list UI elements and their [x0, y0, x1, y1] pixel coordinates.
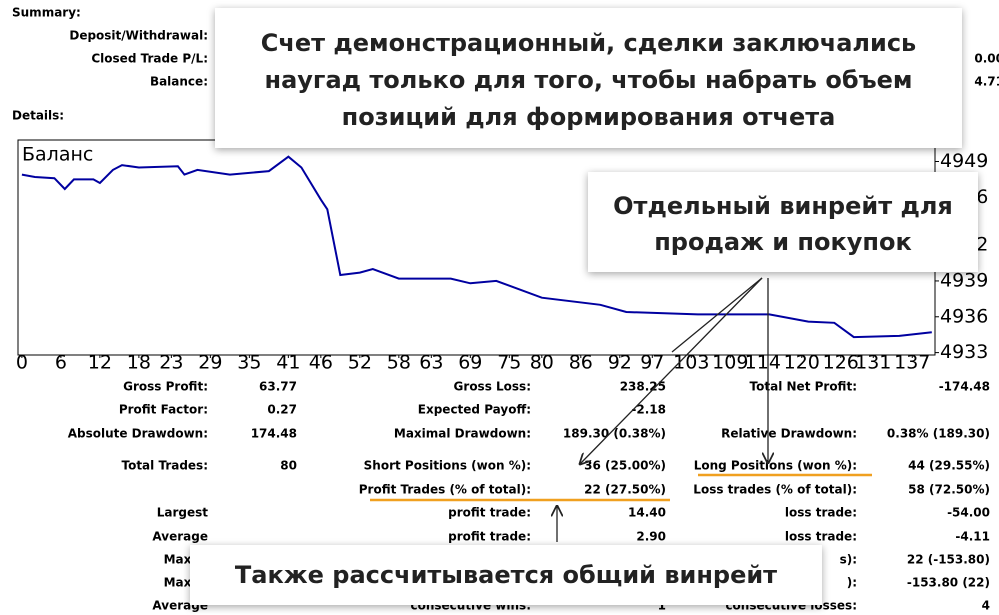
balance-line [21, 155, 932, 339]
detail-value: 14.40 [628, 506, 666, 520]
detail-value: 0.38% (189.30) [887, 427, 990, 441]
detail-label: profit trade: [448, 530, 531, 544]
detail-value: 63.77 [259, 380, 297, 394]
detail-value: 22 (-153.80) [907, 553, 990, 567]
summary-label: Balance: [150, 75, 208, 89]
summary-value: 0.00 [974, 52, 999, 66]
detail-value: -54.00 [947, 506, 990, 520]
y-tick-label: 4939 [940, 269, 988, 291]
section-title: Details: [12, 109, 64, 123]
summary-label: Closed Trade P/L: [91, 52, 208, 66]
detail-value: -153.80 (22) [907, 576, 990, 590]
x-tick-label: 69 [458, 352, 482, 374]
detail-value: 238.25 [620, 380, 666, 394]
x-tick-label: 29 [198, 352, 222, 374]
summary-value: 4.71 [974, 75, 999, 89]
x-tick-label: 6 [55, 352, 67, 374]
x-tick-label: 114 [745, 352, 781, 374]
detail-label: Total Net Profit: [750, 380, 857, 394]
detail-value: 0.27 [267, 403, 297, 417]
detail-label: Loss trades (% of total): [693, 483, 857, 497]
x-tick-label: 137 [894, 352, 930, 374]
y-tick-label: 4936 [940, 305, 988, 327]
detail-label: Maximal Drawdown: [394, 427, 531, 441]
x-tick-label: 80 [530, 352, 554, 374]
detail-label: Long Positions (won %): [694, 459, 857, 473]
callout-text: Отдельный винрейт для [613, 192, 953, 220]
detail-value: 4 [982, 599, 990, 613]
callout-text: наугад только для того, чтобы набрать об… [264, 66, 912, 94]
detail-value: -174.48 [939, 380, 990, 394]
detail-label: Total Trades: [121, 459, 208, 473]
summary-label: Deposit/Withdrawal: [69, 29, 208, 43]
detail-label: Profit Trades (% of total): [359, 483, 531, 497]
y-tick-label: 4949 [940, 150, 988, 172]
x-tick-label: 97 [640, 352, 664, 374]
detail-label: Absolute Drawdown: [68, 427, 208, 441]
callout-box [588, 172, 978, 272]
detail-label: Largest [157, 506, 209, 520]
x-tick-label: 58 [387, 352, 411, 374]
section-title: Summary: [12, 6, 81, 20]
detail-value: 189.30 (0.38%) [563, 427, 666, 441]
report-tables: Summary: Deposit/Withdrawal: Closed Trade … [12, 6, 999, 613]
detail-label: Gross Profit: [123, 380, 208, 394]
chart-title: Баланс [22, 144, 93, 166]
detail-value: 1 [658, 599, 666, 613]
detail-label: ): [847, 576, 857, 590]
detail-value: -4.11 [955, 530, 990, 544]
x-tick-label: 103 [673, 352, 709, 374]
x-tick-label: 75 [497, 352, 521, 374]
y-tick-label: 4933 [940, 341, 988, 363]
x-tick-label: 41 [276, 352, 300, 374]
x-tick-label: 23 [159, 352, 183, 374]
x-tick-label: 120 [784, 352, 820, 374]
x-tick-label: 18 [127, 352, 151, 374]
detail-value: 174.48 [251, 427, 297, 441]
callout-text: продаж и покупок [654, 228, 912, 256]
x-tick-label: 86 [569, 352, 593, 374]
detail-value: 44 (29.55%) [908, 459, 990, 473]
detail-value: 22 (27.50%) [584, 483, 666, 497]
detail-label: Short Positions (won %): [364, 459, 531, 473]
callout-box [190, 545, 822, 605]
arrow [671, 277, 763, 353]
detail-label: Relative Drawdown: [721, 427, 857, 441]
detail-label: Average [152, 530, 208, 544]
arrow [580, 277, 763, 464]
detail-label: s): [840, 553, 857, 567]
detail-label: Profit Factor: [119, 403, 208, 417]
x-tick-label: 131 [855, 352, 891, 374]
detail-label: Gross Loss: [454, 380, 531, 394]
callout-text: Счет демонстрационный, сделки заключалис… [261, 29, 916, 57]
x-tick-label: 52 [348, 352, 372, 374]
x-tick-label: 109 [712, 352, 748, 374]
detail-value: 36 (25.00%) [584, 459, 666, 473]
detail-label: profit trade: [448, 506, 531, 520]
callout-box [215, 8, 962, 148]
detail-label: loss trade: [785, 506, 857, 520]
annotations [370, 277, 872, 542]
detail-value: -2.18 [631, 403, 666, 417]
x-tick-label: 35 [237, 352, 261, 374]
x-tick-label: 12 [88, 352, 112, 374]
x-tick-label: 63 [419, 352, 443, 374]
x-tick-label: 0 [16, 352, 28, 374]
callout-text: позиций для формирования отчета [342, 103, 836, 131]
detail-label: loss trade: [785, 530, 857, 544]
x-tick-label: 92 [608, 352, 632, 374]
detail-value: 58 (72.50%) [908, 483, 990, 497]
callout-text: Также рассчитывается общий винрейт [235, 561, 777, 589]
detail-label: Expected Payoff: [418, 403, 531, 417]
detail-value: 2.90 [636, 530, 666, 544]
x-tick-label: 46 [309, 352, 333, 374]
detail-value: 80 [280, 459, 297, 473]
callouts: Счет демонстрационный, сделки заключалис… [190, 8, 978, 605]
x-tick-label: 126 [823, 352, 859, 374]
